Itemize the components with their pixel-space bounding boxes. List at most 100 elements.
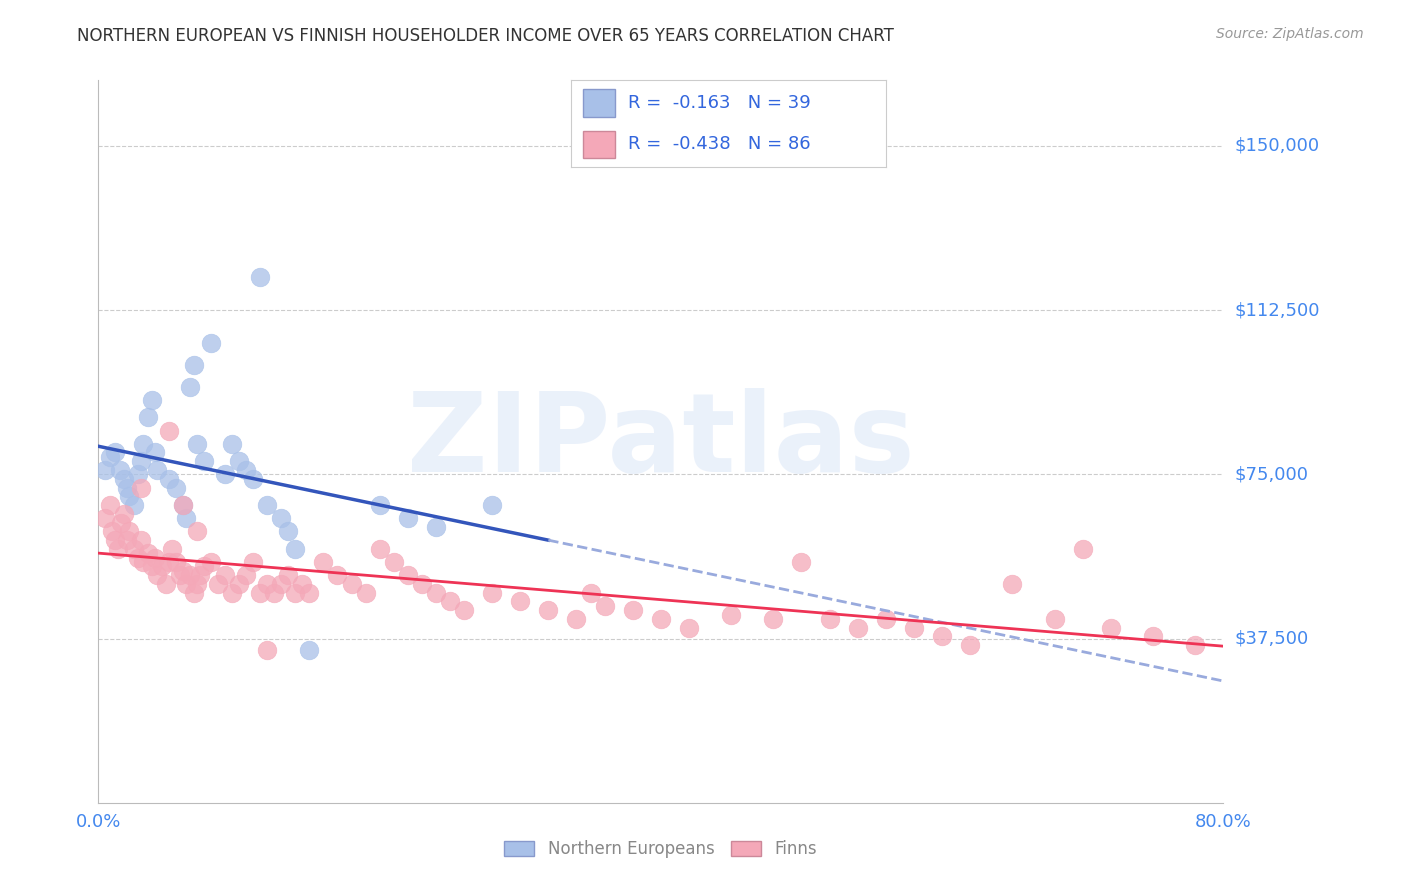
Point	[298, 585, 321, 599]
Point	[115, 533, 138, 547]
Point	[481, 585, 503, 599]
Point	[107, 541, 129, 556]
Point	[172, 498, 194, 512]
Point	[382, 555, 405, 569]
Point	[127, 467, 149, 482]
Point	[98, 498, 121, 512]
Point	[650, 612, 672, 626]
Point	[720, 607, 742, 622]
Text: NORTHERN EUROPEAN VS FINNISH HOUSEHOLDER INCOME OVER 65 YEARS CORRELATION CHART: NORTHERN EUROPEAN VS FINNISH HOUSEHOLDER…	[77, 27, 894, 45]
Point	[1142, 629, 1164, 643]
Point	[157, 424, 180, 438]
Point	[160, 541, 183, 556]
Point	[186, 436, 208, 450]
Point	[368, 498, 391, 512]
Point	[509, 594, 531, 608]
Point	[411, 577, 433, 591]
Point	[1184, 638, 1206, 652]
Point	[481, 498, 503, 512]
Point	[172, 564, 194, 578]
Point	[354, 585, 377, 599]
Point	[298, 642, 321, 657]
Point	[104, 533, 127, 547]
Text: Source: ZipAtlas.com: Source: ZipAtlas.com	[1216, 27, 1364, 41]
Point	[179, 568, 201, 582]
Point	[875, 612, 897, 626]
Point	[122, 498, 145, 512]
Point	[242, 472, 264, 486]
Point	[188, 568, 211, 582]
Point	[284, 541, 307, 556]
Point	[122, 541, 145, 556]
Point	[214, 467, 236, 482]
Point	[818, 612, 841, 626]
Point	[136, 410, 159, 425]
Point	[453, 603, 475, 617]
Point	[235, 463, 257, 477]
Point	[141, 559, 163, 574]
Point	[200, 555, 222, 569]
Point	[143, 445, 166, 459]
Point	[207, 577, 229, 591]
Point	[678, 621, 700, 635]
Point	[256, 498, 278, 512]
Point	[214, 568, 236, 582]
Point	[155, 577, 177, 591]
Point	[959, 638, 981, 652]
Point	[193, 454, 215, 468]
Point	[129, 454, 152, 468]
Point	[129, 481, 152, 495]
Point	[1099, 621, 1122, 635]
Point	[150, 559, 173, 574]
Point	[165, 555, 187, 569]
Point	[790, 555, 813, 569]
Point	[1001, 577, 1024, 591]
Point	[228, 454, 250, 468]
Point	[425, 520, 447, 534]
Point	[112, 507, 135, 521]
Text: ZIPatlas: ZIPatlas	[406, 388, 915, 495]
Point	[165, 481, 187, 495]
Point	[143, 550, 166, 565]
Point	[94, 511, 117, 525]
Point	[129, 533, 152, 547]
Point	[118, 489, 141, 503]
Point	[340, 577, 363, 591]
Point	[193, 559, 215, 574]
Point	[186, 577, 208, 591]
Point	[1043, 612, 1066, 626]
Point	[112, 472, 135, 486]
Point	[291, 577, 314, 591]
Point	[221, 436, 243, 450]
Point	[146, 463, 169, 477]
Point	[846, 621, 869, 635]
Point	[183, 358, 205, 372]
Text: $112,500: $112,500	[1234, 301, 1320, 319]
Point	[146, 568, 169, 582]
Point	[1071, 541, 1094, 556]
Point	[186, 524, 208, 539]
Point	[593, 599, 616, 613]
Point	[174, 511, 197, 525]
Point	[183, 585, 205, 599]
Point	[108, 463, 131, 477]
Point	[931, 629, 953, 643]
Point	[270, 577, 292, 591]
Point	[326, 568, 349, 582]
Point	[263, 585, 285, 599]
Text: $150,000: $150,000	[1234, 137, 1320, 155]
Text: $37,500: $37,500	[1234, 630, 1309, 648]
Point	[94, 463, 117, 477]
Point	[110, 516, 132, 530]
Point	[200, 336, 222, 351]
Point	[621, 603, 644, 617]
Point	[762, 612, 785, 626]
Point	[98, 450, 121, 464]
Point	[179, 380, 201, 394]
Point	[277, 568, 299, 582]
Point	[127, 550, 149, 565]
Point	[537, 603, 560, 617]
Point	[439, 594, 461, 608]
Point	[565, 612, 588, 626]
Point	[249, 270, 271, 285]
